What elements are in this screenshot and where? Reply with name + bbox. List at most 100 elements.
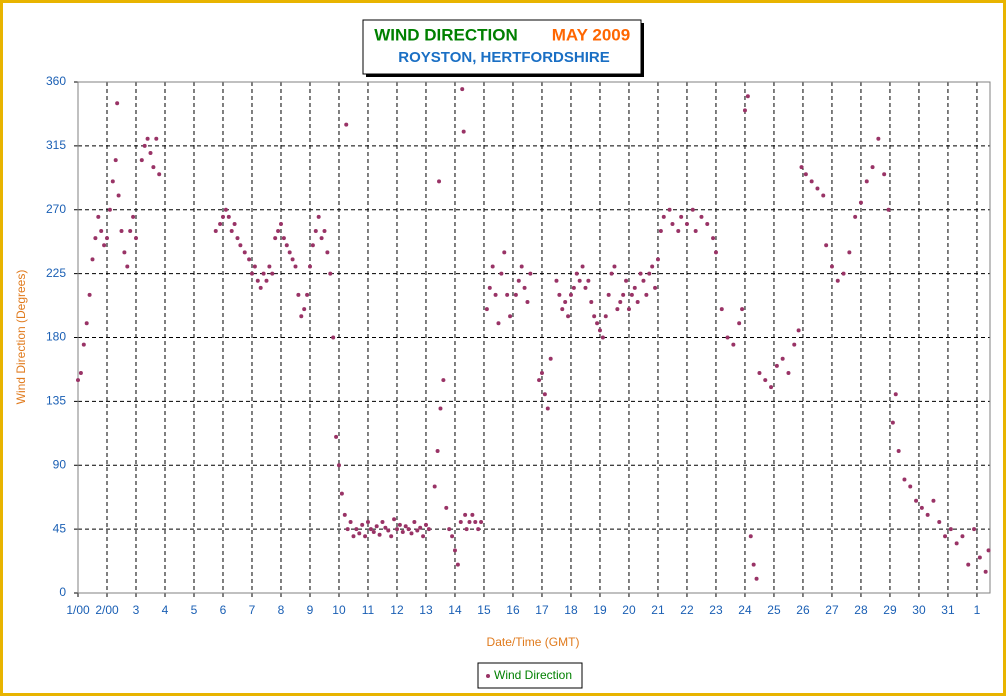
data-point [563,300,568,305]
data-point [876,136,881,141]
x-tick-label: 6 [220,603,227,617]
x-tick-label: 1/00 [66,603,90,617]
data-point [467,520,472,525]
data-point [426,527,431,532]
data-point [307,264,312,269]
data-point [966,562,971,567]
data-point [824,243,829,248]
data-point [484,307,489,312]
data-point [972,527,977,532]
y-tick-label: 225 [46,266,66,280]
data-point [641,278,646,283]
data-point [278,221,283,226]
data-point [119,229,124,234]
data-point [858,200,863,205]
x-tick-label: 14 [448,603,462,617]
data-point [948,527,953,532]
data-point [264,278,269,283]
x-tick-label: 10 [332,603,346,617]
data-point [110,179,115,184]
data-point [113,158,118,163]
data-point [455,562,460,567]
data-point [841,271,846,276]
data-point [624,278,629,283]
data-point [508,314,513,319]
data-point [853,214,858,219]
y-tick-label: 90 [53,457,67,471]
data-point [293,264,298,269]
data-point [226,214,231,219]
x-tick-label: 13 [419,603,433,617]
data-point [505,292,510,297]
data-point [908,484,913,489]
data-point [299,314,304,319]
data-point [803,172,808,177]
data-point [943,534,948,539]
data-point [261,271,266,276]
x-tick-label: 28 [854,603,868,617]
data-point [886,207,891,212]
data-point [87,292,92,297]
data-point [374,524,379,529]
y-tick-label: 270 [46,202,66,216]
data-point [560,307,565,312]
data-point [711,236,716,241]
data-point [499,271,504,276]
data-point [96,214,101,219]
data-point [626,307,631,312]
data-point [406,527,411,532]
data-point [464,527,469,532]
data-point [896,449,901,454]
data-point [568,292,573,297]
data-point [319,236,324,241]
data-point [145,136,150,141]
data-point [763,378,768,383]
data-point [447,527,452,532]
data-point [496,321,501,326]
data-point [128,229,133,234]
data-point [344,122,349,127]
x-tick-label: 11 [362,603,375,617]
x-tick-label: 4 [162,603,169,617]
data-point [577,278,582,283]
x-tick-label: 17 [535,603,549,617]
data-point [493,292,498,297]
data-point [93,236,98,241]
data-point [847,250,852,255]
data-point [606,292,611,297]
data-point [502,250,507,255]
data-point [461,129,466,134]
data-point [684,221,689,226]
title-box [362,19,642,75]
data-point [470,512,475,517]
data-point [647,271,652,276]
data-point [360,522,365,527]
data-point [522,285,527,290]
data-point [238,243,243,248]
data-point [432,484,437,489]
x-tick-label: 8 [278,603,285,617]
data-point [597,328,602,333]
data-point [365,520,370,525]
data-point [331,335,336,340]
data-point [589,300,594,305]
chart-title: WIND DIRECTION [374,25,518,44]
data-point [371,529,376,534]
data-point [139,158,144,163]
data-point [638,271,643,276]
data-point [78,370,83,375]
x-axis-label: Date/Time (GMT) [487,635,580,649]
plot-border [77,81,991,594]
data-point [554,278,559,283]
x-tick-label: 9 [307,603,314,617]
x-tick-label: 23 [709,603,723,617]
x-tick-label: 12 [390,603,404,617]
data-point [893,392,898,397]
data-point [441,378,446,383]
x-tick-label: 15 [477,603,491,617]
data-point [242,250,247,255]
data-point [644,292,649,297]
y-tick-label: 360 [46,74,66,88]
data-point [258,285,263,290]
